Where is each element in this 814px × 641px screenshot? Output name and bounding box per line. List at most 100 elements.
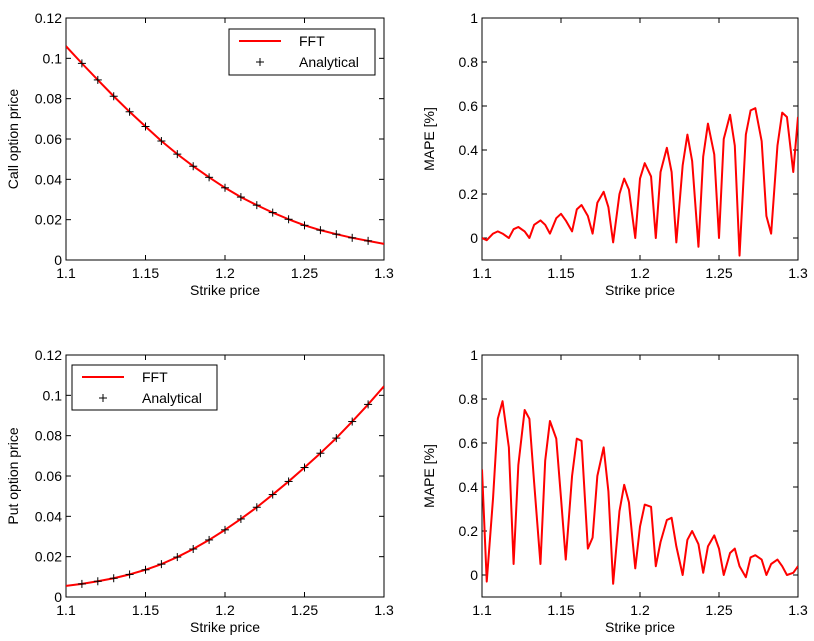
panel-put-mape: 1.1 1.15 1.2 1.25 1.3 0 0.2 0.4 0.6 0.8 1 Strike pr… [421,347,808,635]
data-point-analytical [173,553,182,562]
data-point-analytical [252,503,261,512]
x-tick-label: 1.15 [547,265,574,281]
data-point-analytical [173,150,182,159]
plot-frame [481,17,799,261]
plot-area [66,45,384,245]
y-tick-label: 0 [470,567,478,583]
x-tick-label: 1.3 [788,265,808,281]
panel-put-price: 1.1 1.15 1.2 1.25 1.3 0 0.02 0.04 0.06 0.08 0.1 0.1… [5,347,394,635]
data-point-analytical [77,579,86,588]
y-tick-label: 0.02 [35,212,62,228]
y-tick-label: 0.08 [35,428,62,444]
data-point-analytical [284,215,293,224]
y-axis-label: MAPE [%] [421,107,437,171]
x-tick-label: 1.1 [472,602,492,618]
data-point-analytical [221,525,229,534]
y-tick-label: 1 [470,10,478,26]
x-axis-label: Strike price [605,282,675,298]
y-tick-label: 0.4 [459,479,479,495]
y-tick-label: 0.8 [459,54,479,70]
data-point-analytical [205,173,214,182]
x-tick-label: 1.25 [291,265,318,281]
legend: FFT Analytical [228,28,376,76]
y-tick-label: 0.6 [459,435,479,451]
legend-box [228,28,376,76]
data-point-analytical [268,490,277,499]
data-point-analytical [93,577,102,586]
y-tick-label: 0.04 [35,171,62,187]
data-point-analytical [348,233,357,242]
y-tick-label: 0 [470,230,478,246]
data-point-analytical [125,107,134,116]
y-axis-label: Call option price [5,89,21,190]
plot-area [482,400,798,585]
data-point-analytical [189,545,198,554]
data-point-analytical [189,162,198,171]
y-tick-label: 0.1 [43,387,63,403]
y-axis-label: MAPE [%] [421,444,437,508]
panel-call-mape: 1.1 1.15 1.2 1.25 1.3 0 0.2 0.4 0.6 0.8 1 Strike pr… [421,10,808,298]
y-tick-label: 0 [54,252,62,268]
legend-swatch-marker [99,394,107,402]
y-tick-label: 0.08 [35,91,62,107]
data-point-analytical [300,221,309,230]
y-tick-label: 0.04 [35,508,62,524]
data-point-analytical [284,477,293,486]
data-point-analytical [141,122,150,131]
data-point-analytical [125,570,134,579]
y-tick-label: 0.12 [35,10,62,26]
x-tick-label: 1.1 [472,265,492,281]
panel-call-price: 1.1 1.15 1.2 1.25 1.3 0 0.02 0.04 0.06 0.08 0.1 0.1… [5,10,394,298]
legend-label-fft: FFT [142,369,168,385]
x-tick-label: 1.2 [215,265,235,281]
data-point-analytical [109,92,118,101]
series-line-mape [482,400,798,585]
plot-area [66,385,384,588]
x-tick-label: 1.1 [56,265,76,281]
data-point-analytical [236,514,245,523]
legend-label-analytical: Analytical [142,390,202,406]
data-point-analytical [316,226,325,235]
x-tick-label: 1.25 [705,265,732,281]
y-tick-label: 0 [54,589,62,605]
x-tick-label: 1.3 [788,602,808,618]
x-axis-label: Strike price [190,619,260,635]
y-tick-label: 0.06 [35,131,62,147]
data-point-analytical [157,560,166,569]
data-point-analytical [93,75,102,84]
data-point-analytical [221,183,229,192]
legend-swatch-marker [256,58,264,66]
y-axis-label: Put option price [5,427,21,524]
x-tick-label: 1.2 [630,265,650,281]
data-point-analytical [109,574,118,583]
data-point-analytical [157,137,166,146]
y-tick-label: 0.2 [459,523,479,539]
y-tick-label: 1 [470,347,478,363]
data-point-analytical [332,434,341,443]
y-tick-label: 0.4 [459,142,479,158]
x-tick-label: 1.2 [630,602,650,618]
series-line-mape [482,107,798,257]
y-tick-label: 0.6 [459,98,479,114]
x-tick-label: 1.3 [374,602,394,618]
legend-label-fft: FFT [299,33,325,49]
legend-box [71,364,218,411]
y-tick-label: 0.12 [35,347,62,363]
series-line-fft [66,385,384,587]
data-point-analytical [252,201,261,210]
y-tick-label: 0.8 [459,391,479,407]
x-axis-label: Strike price [190,282,260,298]
data-point-analytical [364,236,373,245]
data-point-analytical [316,449,325,458]
data-point-analytical [141,565,150,574]
data-point-analytical [205,535,214,544]
x-tick-label: 1.15 [132,602,159,618]
x-tick-label: 1.25 [291,602,318,618]
x-tick-label: 1.15 [132,265,159,281]
x-tick-label: 1.25 [705,602,732,618]
y-tick-label: 0.1 [43,50,63,66]
data-point-analytical [300,463,309,472]
x-tick-label: 1.3 [374,265,394,281]
x-tick-label: 1.1 [56,602,76,618]
